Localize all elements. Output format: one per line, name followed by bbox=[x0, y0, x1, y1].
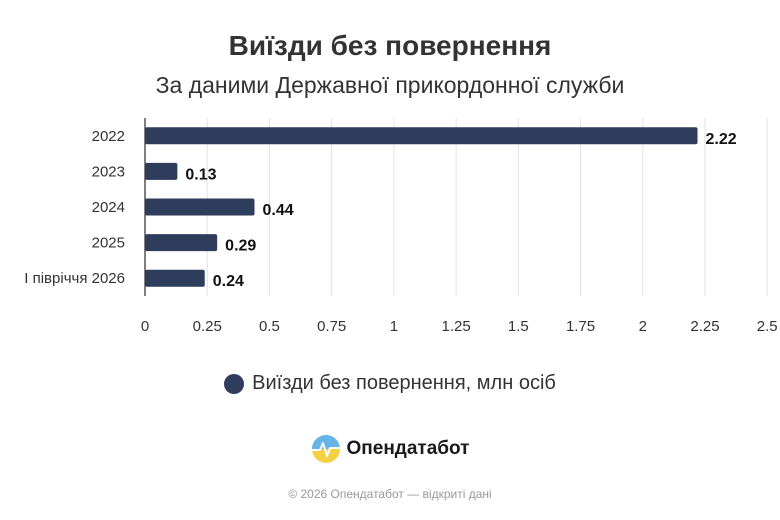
category-label: 2022 bbox=[92, 128, 125, 145]
chart-subtitle: За даними Державної прикордонної служби bbox=[155, 72, 625, 98]
category-label: 2024 bbox=[92, 199, 125, 216]
x-tick-label: 2.5 bbox=[757, 318, 778, 335]
category-label: І півріччя 2026 bbox=[24, 270, 125, 287]
x-tick-label: 2 bbox=[639, 318, 647, 335]
chart-title: Виїзди без повернення bbox=[228, 30, 552, 61]
bar bbox=[145, 234, 218, 252]
data-label: 0.44 bbox=[263, 202, 294, 219]
x-tick-label: 1.5 bbox=[508, 318, 529, 335]
x-tick-label: 1.75 bbox=[566, 318, 595, 335]
category-label: 2025 bbox=[92, 235, 125, 252]
brand-logo: Опендатабот bbox=[0, 434, 780, 464]
x-tick-label: 0.25 bbox=[193, 318, 222, 335]
x-tick-label: 1.25 bbox=[442, 318, 471, 335]
data-label: 0.29 bbox=[225, 238, 256, 255]
brand-name: Опендатабот bbox=[346, 438, 470, 459]
bar-chart: 0 0.25 0.5 0.75 1 1.25 1.5 1.75 2 2.25 2.5 2022 2.22… bbox=[24, 118, 778, 335]
x-tick-label: 0.75 bbox=[317, 318, 346, 335]
bar bbox=[145, 162, 178, 180]
x-tick-label: 2.25 bbox=[690, 318, 719, 335]
data-label: 0.13 bbox=[185, 166, 216, 183]
legend: Виїзди без повернення, млн осіб bbox=[0, 372, 780, 395]
data-label: 2.22 bbox=[706, 131, 737, 148]
legend-swatch bbox=[224, 373, 245, 394]
x-tick-label: 0.5 bbox=[259, 318, 280, 335]
legend-label: Виїзди без повернення, млн осіб bbox=[252, 372, 556, 394]
bar bbox=[145, 127, 698, 145]
category-label: 2023 bbox=[92, 163, 125, 180]
opendatabot-logo-icon bbox=[311, 435, 340, 463]
data-label: 0.24 bbox=[213, 273, 244, 290]
bar bbox=[145, 269, 205, 287]
bar bbox=[145, 198, 255, 216]
footer-note: © 2026 Опендатабот — відкриті дані bbox=[288, 487, 492, 501]
x-tick-label: 1 bbox=[390, 318, 398, 335]
x-tick-label: 0 bbox=[141, 318, 149, 335]
